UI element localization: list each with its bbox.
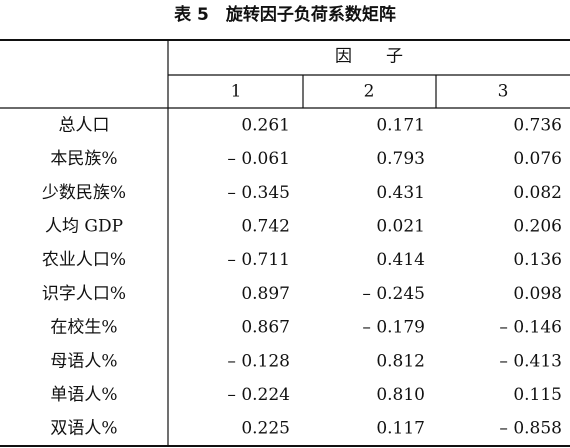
cell-value: 0.206 — [513, 216, 562, 236]
cell-value: 0.867 — [241, 318, 290, 338]
cell-value: 0.897 — [241, 284, 290, 304]
column-header: 2 — [364, 82, 375, 102]
row-label: 本民族% — [50, 149, 117, 169]
cell-value: 0.082 — [513, 183, 562, 203]
row-label: 母语人% — [50, 351, 117, 371]
cell-value: – 0.858 — [499, 419, 562, 439]
cell-value: – 0.413 — [499, 351, 562, 371]
cell-value: 0.261 — [241, 115, 290, 135]
cell-value: 0.431 — [376, 183, 425, 203]
cell-value: – 0.061 — [227, 149, 290, 169]
cell-value: 0.021 — [376, 216, 425, 236]
row-label: 识字人口% — [42, 284, 126, 304]
cell-value: 0.736 — [513, 115, 562, 135]
cell-value: – 0.711 — [227, 250, 290, 270]
cell-value: 0.136 — [513, 250, 562, 270]
cell-value: 0.225 — [241, 419, 290, 439]
cell-value: – 0.245 — [362, 284, 425, 304]
cell-value: 0.793 — [376, 149, 425, 169]
cell-value: 0.076 — [513, 149, 562, 169]
cell-value: – 0.345 — [227, 183, 290, 203]
cell-value: 0.810 — [376, 385, 425, 405]
cell-value: – 0.128 — [227, 351, 290, 371]
cell-value: 0.414 — [376, 250, 425, 270]
cell-value: 0.117 — [376, 419, 425, 439]
cell-value: 0.812 — [376, 351, 425, 371]
cell-value: – 0.224 — [227, 385, 290, 405]
column-header: 3 — [498, 82, 509, 102]
row-label: 少数民族% — [42, 183, 126, 203]
group-header: 因 子 — [335, 47, 403, 67]
row-label: 农业人口% — [42, 250, 126, 270]
cell-value: 0.171 — [376, 115, 425, 135]
row-label: 总人口 — [59, 115, 110, 135]
row-label: 人均 GDP — [45, 216, 123, 236]
cell-value: 0.742 — [241, 216, 290, 236]
row-label: 双语人% — [50, 419, 117, 439]
cell-value: – 0.146 — [499, 318, 562, 338]
cell-value: 0.115 — [513, 385, 562, 405]
cell-value: – 0.179 — [362, 318, 425, 338]
row-label: 单语人% — [50, 385, 117, 405]
table-title: 表 5 旋转因子负荷系数矩阵 — [174, 4, 396, 25]
cell-value: 0.098 — [513, 284, 562, 304]
column-header: 1 — [231, 82, 242, 102]
row-label: 在校生% — [50, 318, 117, 338]
